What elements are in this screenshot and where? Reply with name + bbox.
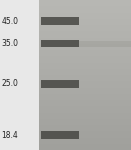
Bar — [0, 0, 39, 150]
Bar — [41, 80, 79, 88]
Text: 18.4: 18.4 — [1, 130, 18, 140]
Text: 35.0: 35.0 — [1, 39, 18, 48]
Bar — [41, 17, 79, 25]
Bar — [79, 40, 131, 46]
Text: 45.0: 45.0 — [1, 16, 18, 26]
Bar — [41, 131, 79, 139]
Bar — [41, 40, 79, 47]
Text: 25.0: 25.0 — [1, 80, 18, 88]
